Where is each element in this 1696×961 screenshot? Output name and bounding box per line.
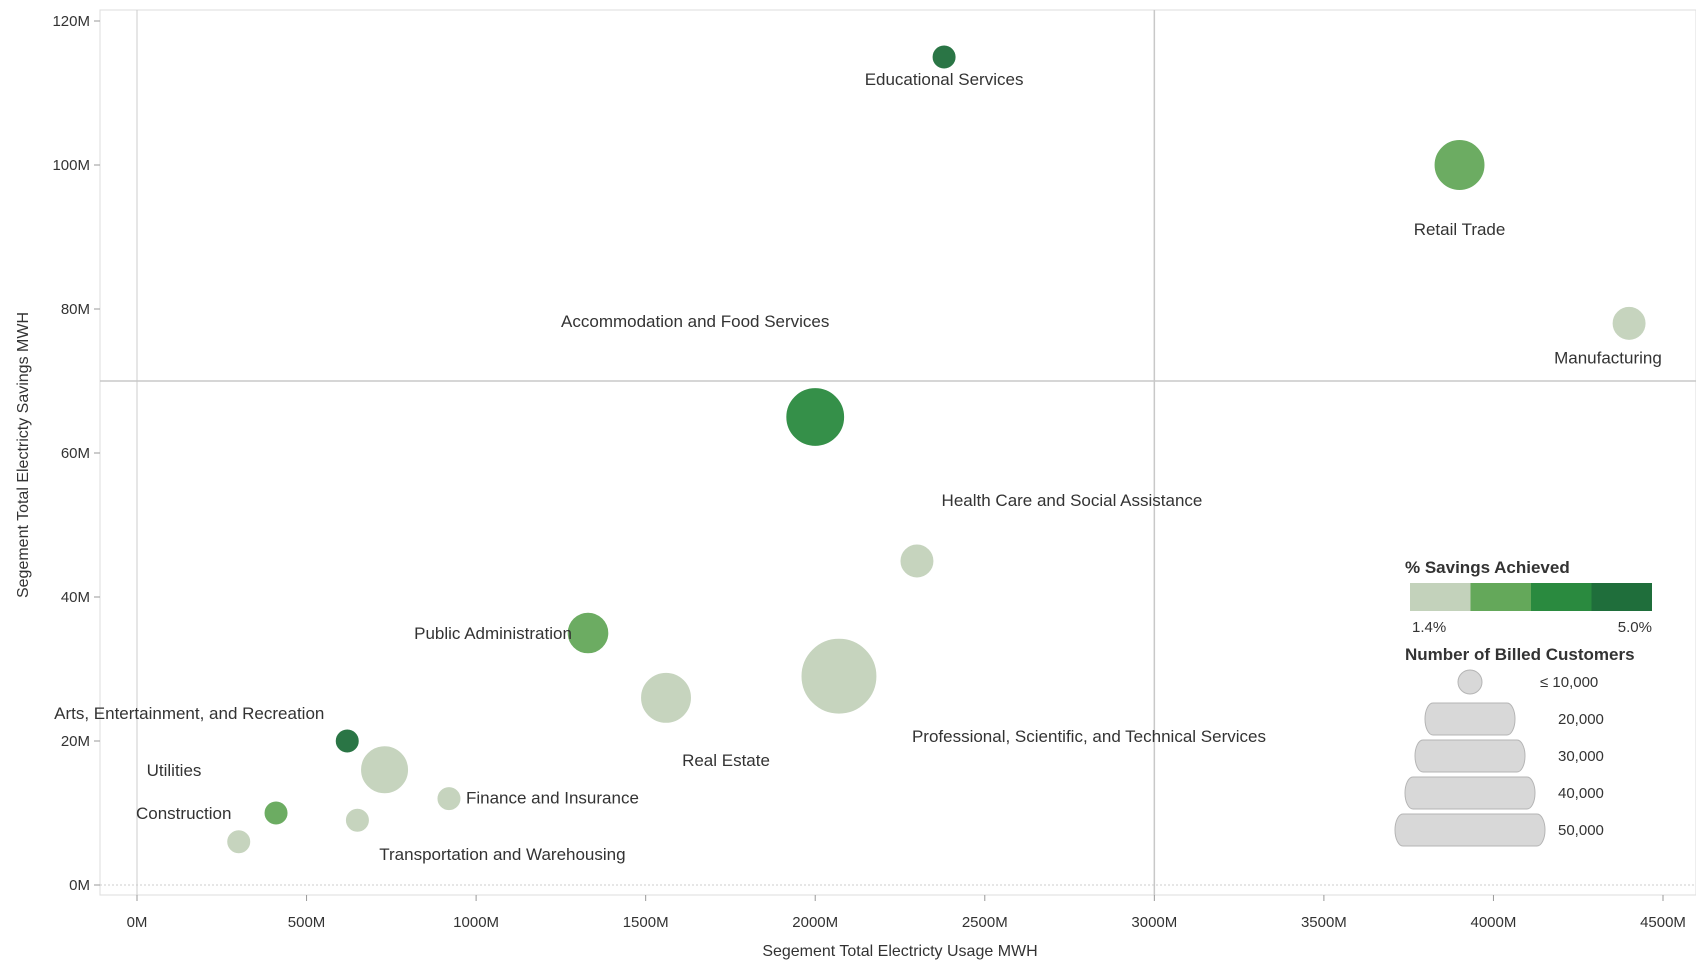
bubble-point — [785, 387, 846, 447]
legend-size-swatch — [1457, 669, 1483, 695]
legend-size-swatch — [1404, 776, 1536, 810]
legend-size-items: ≤ 10,000 20,000 30,000 40,000 50,000 — [1394, 669, 1604, 847]
y-tick-label: 40M — [61, 589, 90, 606]
bubble-label: Health Care and Social Assistance — [942, 491, 1203, 510]
y-axis-title: Segement Total Electricty Savings MWH — [15, 312, 32, 598]
x-tick-label: 1000M — [453, 914, 499, 931]
legend-color-swatch — [1531, 583, 1592, 611]
bubble-label: Manufacturing — [1554, 348, 1662, 367]
x-tick-label: 2000M — [792, 914, 838, 931]
y-tick-label: 0M — [69, 877, 90, 894]
bubble-point — [360, 745, 410, 795]
bubble-labels: Educational Services Retail Trade Manufact… — [54, 70, 1662, 864]
legend-color-swatch — [1470, 583, 1531, 611]
y-tick-label: 80M — [61, 301, 90, 318]
legend-size-swatch — [1424, 702, 1516, 736]
legend-size-label: 20,000 — [1558, 711, 1604, 728]
x-tick-label: 4000M — [1471, 914, 1517, 931]
bubble-point — [640, 671, 692, 724]
bubble-label: Professional, Scientific, and Technical … — [912, 727, 1266, 746]
legend-size-label: ≤ 10,000 — [1540, 674, 1598, 691]
bubble-point — [344, 807, 370, 833]
legend-color-max: 5.0% — [1618, 619, 1652, 636]
x-tick-label: 3000M — [1131, 914, 1177, 931]
bubble-point — [800, 637, 878, 715]
legend: % Savings Achieved 1.4% 5.0% Number of B… — [1394, 558, 1652, 847]
legend-color-min: 1.4% — [1412, 619, 1446, 636]
bubble-label: Educational Services — [865, 70, 1024, 89]
bubble-label: Finance and Insurance — [466, 789, 639, 808]
bubble-point — [899, 543, 935, 579]
bubble-label: Construction — [136, 804, 231, 823]
x-tick-label: 0M — [127, 914, 148, 931]
bubble-label: Public Administration — [414, 624, 572, 643]
legend-size-label: 50,000 — [1558, 822, 1604, 839]
bubble-label: Accommodation and Food Services — [561, 312, 829, 331]
legend-color-swatch — [1410, 583, 1471, 611]
bubble-point — [436, 786, 462, 812]
bubble-label: Real Estate — [682, 751, 770, 770]
legend-size-swatch — [1414, 739, 1526, 773]
legend-size-title: Number of Billed Customers — [1405, 645, 1635, 664]
bubbles — [226, 44, 1647, 855]
legend-size-label: 30,000 — [1558, 748, 1604, 765]
x-tick-label: 500M — [288, 914, 326, 931]
bubble-point — [263, 800, 289, 826]
reference-lines — [100, 10, 1696, 895]
y-tick-label: 60M — [61, 445, 90, 462]
legend-size-label: 40,000 — [1558, 785, 1604, 802]
y-axis-ticks: 0M 20M 40M 60M 80M 100M 120M — [52, 13, 100, 894]
legend-color-swatch — [1591, 583, 1652, 611]
bubble-point — [1611, 305, 1647, 341]
bubble-point — [931, 44, 957, 70]
x-tick-label: 3500M — [1301, 914, 1347, 931]
y-tick-label: 120M — [52, 13, 90, 30]
legend-size-swatch — [1394, 813, 1546, 847]
bubble-label: Retail Trade — [1414, 220, 1506, 239]
x-tick-label: 2500M — [962, 914, 1008, 931]
y-tick-label: 20M — [61, 733, 90, 750]
bubble-point — [1433, 139, 1486, 191]
x-tick-label: 1500M — [623, 914, 669, 931]
bubble-point — [334, 728, 360, 754]
bubble-label: Utilities — [147, 761, 202, 780]
bubble-point — [566, 611, 610, 655]
x-axis-ticks: 0M 500M 1000M 1500M 2000M 2500M 3000M 3500M 4000… — [127, 895, 1686, 931]
x-tick-label: 4500M — [1640, 914, 1686, 931]
y-tick-label: 100M — [52, 157, 90, 174]
legend-color-title: % Savings Achieved — [1405, 558, 1570, 577]
legend-color-ramp — [1410, 583, 1652, 611]
bubble-point — [226, 829, 252, 855]
bubble-label: Arts, Entertainment, and Recreation — [54, 704, 324, 723]
x-axis-title: Segement Total Electricty Usage MWH — [762, 943, 1037, 960]
bubble-label: Transportation and Warehousing — [379, 845, 625, 864]
